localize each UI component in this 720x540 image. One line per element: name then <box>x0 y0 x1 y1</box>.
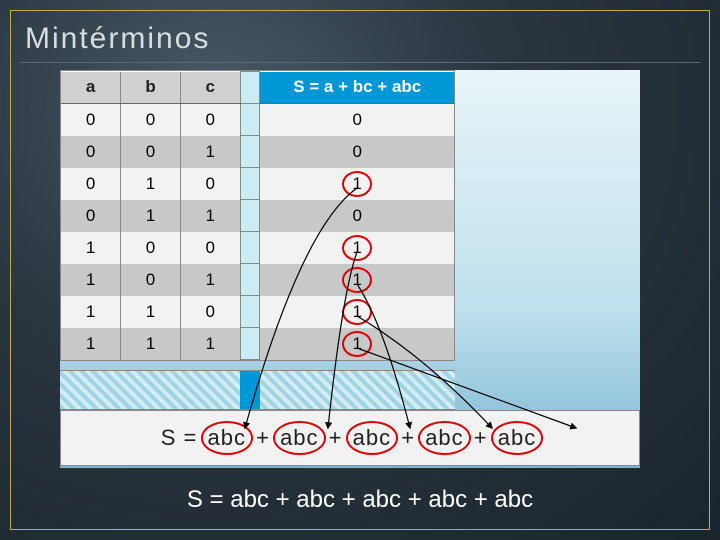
minterm-circle-icon <box>342 331 372 357</box>
cell-output: 0 <box>260 104 454 136</box>
cell-b: 0 <box>121 104 181 136</box>
cell-c: 0 <box>180 104 240 136</box>
eq-separator: + <box>322 425 350 450</box>
cell-c: 1 <box>180 328 240 360</box>
cell-gap <box>240 136 260 168</box>
cell-c: 0 <box>180 232 240 264</box>
content-bg: a b c S = a + bc + abc 00000010010101101… <box>60 70 640 468</box>
slide-title: Mintérminos <box>25 22 210 56</box>
table-row: 0000 <box>61 104 454 136</box>
cell-output: 1 <box>260 296 454 328</box>
eq-prefix: S = <box>161 425 205 450</box>
cell-gap <box>240 264 260 296</box>
cell-b: 0 <box>121 264 181 296</box>
minterm-circle-icon <box>342 235 372 261</box>
eq-separator: + <box>249 425 277 450</box>
cell-a: 1 <box>61 328 121 360</box>
cell-output: 1 <box>260 328 454 360</box>
cell-c: 1 <box>180 136 240 168</box>
cell-c: 1 <box>180 264 240 296</box>
term-circle-icon <box>201 421 253 455</box>
cell-output: 1 <box>260 168 454 200</box>
cell-a: 1 <box>61 264 121 296</box>
th-b: b <box>121 72 181 104</box>
th-a: a <box>61 72 121 104</box>
minterm-circle-icon <box>342 171 372 197</box>
eq-term: abc <box>205 425 249 451</box>
pattern-strip <box>60 370 455 410</box>
content-area: a b c S = a + bc + abc 00000010010101101… <box>60 70 640 468</box>
term-circle-icon <box>418 421 470 455</box>
cell-a: 0 <box>61 136 121 168</box>
truth-table: a b c S = a + bc + abc 00000010010101101… <box>60 70 455 361</box>
cell-gap <box>240 232 260 264</box>
cell-b: 0 <box>121 136 181 168</box>
eq-term: abc <box>350 425 394 451</box>
cell-a: 0 <box>61 200 121 232</box>
title-divider <box>20 62 700 63</box>
cell-a: 0 <box>61 168 121 200</box>
cell-b: 1 <box>121 168 181 200</box>
cell-b: 1 <box>121 296 181 328</box>
cell-gap <box>240 296 260 328</box>
eq-separator: + <box>467 425 495 450</box>
table-row: 0101 <box>61 168 454 200</box>
eq-term: abc <box>422 425 466 451</box>
table-row: 1001 <box>61 232 454 264</box>
table-row: 1101 <box>61 296 454 328</box>
table-row: 0010 <box>61 136 454 168</box>
cell-a: 0 <box>61 104 121 136</box>
th-output: S = a + bc + abc <box>260 72 454 104</box>
cell-a: 1 <box>61 232 121 264</box>
table-row: 1011 <box>61 264 454 296</box>
cell-gap <box>240 104 260 136</box>
cell-c: 1 <box>180 200 240 232</box>
cell-output: 0 <box>260 136 454 168</box>
equation-upper: S = abc + abc + abc + abc + abc <box>161 425 539 451</box>
table-row: 1111 <box>61 328 454 360</box>
cell-gap <box>240 200 260 232</box>
minterm-circle-icon <box>342 267 372 293</box>
term-circle-icon <box>273 421 325 455</box>
minterm-circle-icon <box>342 299 372 325</box>
strip-gap <box>240 371 260 409</box>
cell-b: 1 <box>121 200 181 232</box>
cell-c: 0 <box>180 296 240 328</box>
term-circle-icon <box>491 421 543 455</box>
equation-lower: S = abc + abc + abc + abc + abc <box>0 486 720 514</box>
cell-gap <box>240 328 260 360</box>
th-gap <box>240 72 260 104</box>
cell-gap <box>240 168 260 200</box>
th-c: c <box>180 72 240 104</box>
eq-term: abc <box>495 425 539 451</box>
cell-b: 0 <box>121 232 181 264</box>
term-circle-icon <box>346 421 398 455</box>
cell-b: 1 <box>121 328 181 360</box>
table-row: 0110 <box>61 200 454 232</box>
cell-output: 1 <box>260 264 454 296</box>
eq-term: abc <box>277 425 321 451</box>
cell-output: 0 <box>260 200 454 232</box>
cell-c: 0 <box>180 168 240 200</box>
equation-upper-box: S = abc + abc + abc + abc + abc <box>60 410 640 466</box>
cell-a: 1 <box>61 296 121 328</box>
eq-separator: + <box>394 425 422 450</box>
cell-output: 1 <box>260 232 454 264</box>
